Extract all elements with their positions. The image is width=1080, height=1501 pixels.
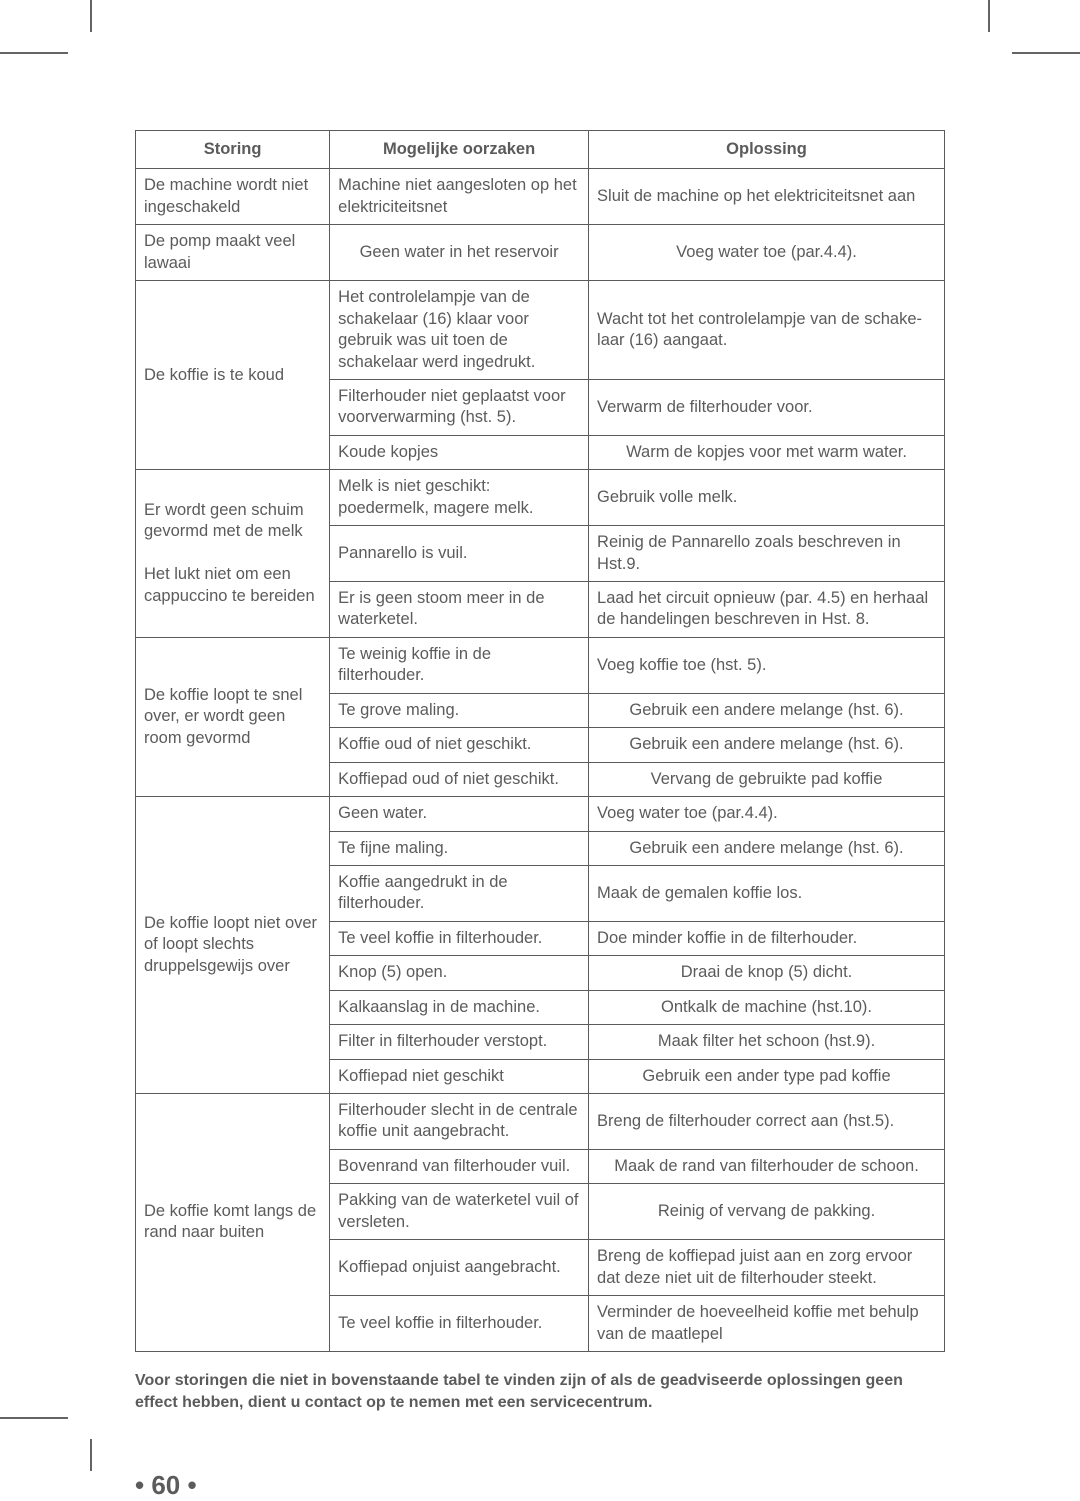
crop-mark bbox=[988, 0, 990, 32]
solution-cell: Voeg water toe (par.4.4). bbox=[589, 797, 945, 831]
solution-cell: Warm de kopjes voor met warm water. bbox=[589, 435, 945, 469]
col-header-problem: Storing bbox=[136, 131, 330, 169]
cause-cell: Koffiepad niet geschikt bbox=[330, 1059, 589, 1093]
cause-cell: Melk is niet geschikt: poedermelk, mager… bbox=[330, 470, 589, 526]
cause-cell: Pannarello is vuil. bbox=[330, 526, 589, 582]
solution-cell: Sluit de machine op het elektriciteitsne… bbox=[589, 169, 945, 225]
table-row: De pomp maakt veel lawaaiGeen water in h… bbox=[136, 225, 945, 281]
crop-mark bbox=[0, 52, 68, 54]
cause-cell: Koude kopjes bbox=[330, 435, 589, 469]
solution-cell: Doe minder koffie in de filterhouder. bbox=[589, 921, 945, 955]
solution-cell: Voeg water toe (par.4.4). bbox=[589, 225, 945, 281]
problem-cell: De koffie komt langs de rand naar buiten bbox=[136, 1094, 330, 1352]
crop-mark bbox=[0, 1417, 68, 1419]
cause-cell: Te veel koffie in filterhouder. bbox=[330, 921, 589, 955]
solution-cell: Breng de koffiepad juist aan en zorg erv… bbox=[589, 1240, 945, 1296]
crop-mark bbox=[1012, 52, 1080, 54]
table-header-row: Storing Mogelijke oorzaken Oplossing bbox=[136, 131, 945, 169]
table-row: De koffie loopt te snel over, er wordt g… bbox=[136, 637, 945, 693]
crop-mark bbox=[90, 1439, 92, 1471]
solution-cell: Gebruik een andere melange (hst. 6). bbox=[589, 831, 945, 865]
problem-cell: De koffie loopt te snel over, er wordt g… bbox=[136, 637, 330, 796]
table-row: De koffie is te koudHet controlelampje v… bbox=[136, 281, 945, 380]
cause-cell: Machine niet aangesloten op het elektric… bbox=[330, 169, 589, 225]
table-row: De machine wordt niet inge­schakeldMachi… bbox=[136, 169, 945, 225]
crop-mark bbox=[90, 0, 92, 32]
solution-cell: Gebruik een ander type pad koffie bbox=[589, 1059, 945, 1093]
solution-cell: Gebruik een andere melange (hst. 6). bbox=[589, 728, 945, 762]
cause-cell: Te fijne maling. bbox=[330, 831, 589, 865]
cause-cell: Het controlelampje van de schakelaar (16… bbox=[330, 281, 589, 380]
solution-cell: Reinig de Pannarello zoals beschreven in… bbox=[589, 526, 945, 582]
cause-cell: Knop (5) open. bbox=[330, 956, 589, 990]
solution-cell: Draai de knop (5) dicht. bbox=[589, 956, 945, 990]
solution-cell: Wacht tot het controlelampje van de scha… bbox=[589, 281, 945, 380]
solution-cell: Laad het circuit opnieuw (par. 4.5) en h… bbox=[589, 582, 945, 638]
cause-cell: Er is geen stoom meer in de waterketel. bbox=[330, 582, 589, 638]
solution-cell: Ontkalk de machine (hst.10). bbox=[589, 990, 945, 1024]
solution-cell: Gebruik een andere melange (hst. 6). bbox=[589, 693, 945, 727]
problem-cell: De pomp maakt veel lawaai bbox=[136, 225, 330, 281]
cause-cell: Koffie oud of niet geschikt. bbox=[330, 728, 589, 762]
cause-cell: Bovenrand van filterhouder vuil. bbox=[330, 1149, 589, 1183]
col-header-cause: Mogelijke oorzaken bbox=[330, 131, 589, 169]
solution-cell: Maak filter het schoon (hst.9). bbox=[589, 1025, 945, 1059]
col-header-solution: Oplossing bbox=[589, 131, 945, 169]
troubleshooting-table: Storing Mogelijke oorzaken Oplossing De … bbox=[135, 130, 945, 1352]
solution-cell: Verwarm de filterhouder voor. bbox=[589, 379, 945, 435]
solution-cell: Reinig of vervang de pakking. bbox=[589, 1184, 945, 1240]
cause-cell: Geen water. bbox=[330, 797, 589, 831]
page-content: Storing Mogelijke oorzaken Oplossing De … bbox=[135, 130, 945, 1501]
cause-cell: Kalkaanslag in de machine. bbox=[330, 990, 589, 1024]
table-row: De koffie loopt niet over of loopt slech… bbox=[136, 797, 945, 831]
solution-cell: Breng de filterhouder correct aan (hst.5… bbox=[589, 1094, 945, 1150]
cause-cell: Koffie aangedrukt in de filterhouder. bbox=[330, 865, 589, 921]
problem-cell: De koffie loopt niet over of loopt slech… bbox=[136, 797, 330, 1094]
cause-cell: Filterhouder niet geplaatst voor voorver… bbox=[330, 379, 589, 435]
table-row: Er wordt geen schuim gevormd met de melk… bbox=[136, 470, 945, 526]
solution-cell: Verminder de hoeveelheid koffie met behu… bbox=[589, 1296, 945, 1352]
cause-cell: Pakking van de waterketel vuil of versle… bbox=[330, 1184, 589, 1240]
cause-cell: Te veel koffie in filterhouder. bbox=[330, 1296, 589, 1352]
solution-cell: Maak de gemalen koffie los. bbox=[589, 865, 945, 921]
solution-cell: Maak de rand van filterhouder de schoon. bbox=[589, 1149, 945, 1183]
page-number: • 60 • bbox=[135, 1470, 945, 1501]
problem-cell: Er wordt geen schuim gevormd met de melk… bbox=[136, 470, 330, 638]
cause-cell: Filterhouder slecht in de centrale koffi… bbox=[330, 1094, 589, 1150]
footnote-text: Voor storingen die niet in bovenstaande … bbox=[135, 1370, 945, 1415]
problem-cell: De machine wordt niet inge­schakeld bbox=[136, 169, 330, 225]
cause-cell: Te grove maling. bbox=[330, 693, 589, 727]
cause-cell: Geen water in het reservoir bbox=[330, 225, 589, 281]
table-row: De koffie komt langs de rand naar buiten… bbox=[136, 1094, 945, 1150]
cause-cell: Filter in filterhouder verstopt. bbox=[330, 1025, 589, 1059]
cause-cell: Te weinig koffie in de filterhouder. bbox=[330, 637, 589, 693]
solution-cell: Vervang de gebruikte pad koffie bbox=[589, 762, 945, 796]
problem-cell: De koffie is te koud bbox=[136, 281, 330, 470]
solution-cell: Gebruik volle melk. bbox=[589, 470, 945, 526]
solution-cell: Voeg koffie toe (hst. 5). bbox=[589, 637, 945, 693]
cause-cell: Koffiepad oud of niet geschikt. bbox=[330, 762, 589, 796]
cause-cell: Koffiepad onjuist aangebracht. bbox=[330, 1240, 589, 1296]
